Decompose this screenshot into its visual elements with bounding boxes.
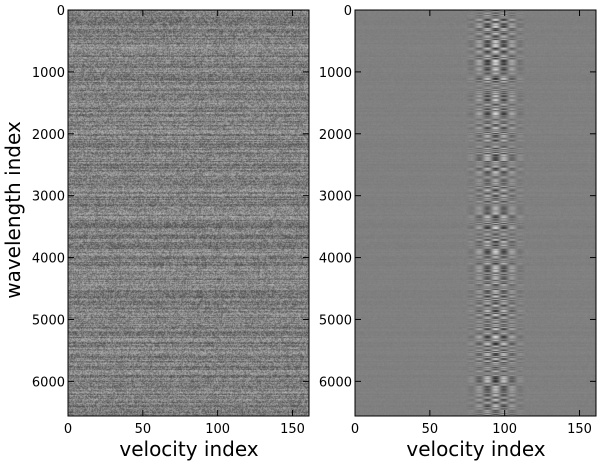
- right-y-tick-label: 3000: [319, 190, 352, 205]
- right-axis-ticks: 0 50 100 150 0 1000 2000 3000 4000 5000 6000: [319, 4, 596, 437]
- left-x-tick-label: 100: [205, 422, 230, 437]
- left-x-tick-label: 0: [64, 422, 72, 437]
- left-plot-frame: [67, 9, 310, 417]
- left-x-axis-label: velocity index: [119, 437, 258, 461]
- right-x-tick-label: 0: [351, 422, 359, 437]
- left-y-tick-label: 5000: [32, 313, 65, 328]
- left-axis-ticks: 0 50 100 150 0 1000 2000 3000 4000 5000 6000: [32, 4, 309, 437]
- y-axis-label: wavelength index: [1, 121, 25, 299]
- left-x-tick-label: 50: [135, 422, 152, 437]
- left-y-tick-label: 6000: [32, 375, 65, 390]
- left-x-tick-label: 150: [280, 422, 305, 437]
- right-heatmap-panel: 0 50 100 150 0 1000 2000 3000 4000 5000 6000 veloc…: [319, 4, 597, 461]
- left-y-tick-label: 2000: [32, 128, 65, 143]
- right-x-tick-label: 100: [492, 422, 517, 437]
- right-y-tick-label: 1000: [319, 66, 352, 81]
- right-heatmap-image: [355, 10, 596, 416]
- right-y-tick-label: 2000: [319, 128, 352, 143]
- right-y-tick-label: 5000: [319, 313, 352, 328]
- right-y-tick-label: 0: [344, 4, 352, 19]
- right-x-tick-label: 150: [567, 422, 592, 437]
- right-plot-frame: [354, 9, 597, 417]
- left-y-tick-label: 3000: [32, 190, 65, 205]
- right-x-axis-label: velocity index: [406, 437, 545, 461]
- left-y-tick-label: 1000: [32, 66, 65, 81]
- left-heatmap-panel: 0 50 100 150 0 1000 2000 3000 4000 5000 6000 veloc…: [32, 4, 310, 461]
- left-heatmap-image: [68, 10, 309, 416]
- right-x-tick-label: 50: [422, 422, 439, 437]
- right-y-tick-label: 4000: [319, 252, 352, 267]
- left-y-tick-label: 0: [57, 4, 65, 19]
- right-y-tick-label: 6000: [319, 375, 352, 390]
- left-y-tick-label: 4000: [32, 252, 65, 267]
